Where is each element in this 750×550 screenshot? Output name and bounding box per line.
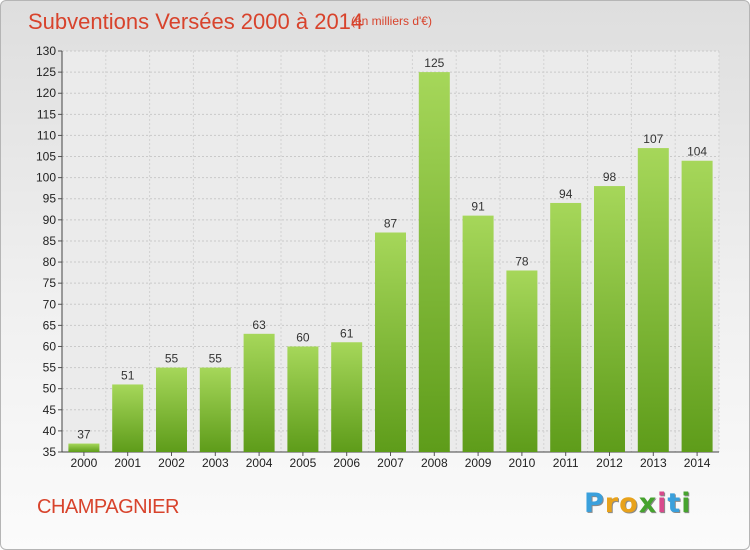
y-tick-label: 70 <box>43 297 57 311</box>
x-tick-label: 2014 <box>684 456 711 470</box>
bar <box>681 160 713 452</box>
y-tick-label: 95 <box>43 192 57 206</box>
x-tick-label: 2004 <box>246 456 273 470</box>
data-label: 87 <box>384 217 398 231</box>
data-label: 94 <box>559 187 573 201</box>
data-label: 55 <box>165 352 179 366</box>
x-tick-label: 2006 <box>333 456 360 470</box>
y-tick-label: 75 <box>43 276 57 290</box>
data-label: 107 <box>643 132 663 146</box>
y-tick-label: 40 <box>43 424 57 438</box>
bar <box>243 333 275 452</box>
x-tick-label: 2002 <box>158 456 185 470</box>
data-label: 61 <box>340 326 354 340</box>
logo-letter: t <box>667 488 682 519</box>
bar <box>594 186 625 453</box>
data-label: 63 <box>252 318 266 332</box>
y-tick-label: 110 <box>37 128 56 142</box>
x-tick-label: 2001 <box>114 456 141 470</box>
bar <box>68 443 100 452</box>
y-tick-label: 125 <box>36 65 56 79</box>
place-name: CHAMPAGNIER <box>37 496 179 518</box>
bar <box>287 346 319 452</box>
bar <box>462 215 494 452</box>
bar <box>506 270 538 452</box>
x-tick-label: 2013 <box>640 456 667 470</box>
y-tick-label: 115 <box>37 107 56 121</box>
y-tick-label: 130 <box>36 44 56 58</box>
logo-letter: o <box>619 488 639 519</box>
y-tick-label: 85 <box>43 234 57 248</box>
y-tick-label: 55 <box>43 361 57 375</box>
bars <box>68 72 713 453</box>
x-tick-label: 2011 <box>553 456 579 470</box>
y-tick-label: 105 <box>36 150 56 164</box>
logo-letter: r <box>604 488 620 519</box>
data-label: 125 <box>424 56 444 70</box>
x-tick-label: 2007 <box>377 456 404 470</box>
bar <box>375 232 406 452</box>
y-tick-label: 65 <box>43 318 57 332</box>
data-label: 91 <box>471 200 485 214</box>
data-label: 78 <box>515 254 529 268</box>
proxiti-logo[interactable]: Proxiti <box>584 488 692 519</box>
data-label: 37 <box>77 428 91 442</box>
x-tick-label: 2009 <box>465 456 492 470</box>
data-label: 51 <box>121 368 135 382</box>
y-tick-label: 90 <box>43 213 57 227</box>
logo-letter: i <box>657 488 668 519</box>
y-tick-label: 80 <box>43 255 57 269</box>
x-tick-label: 2005 <box>290 456 317 470</box>
bar <box>199 367 231 452</box>
bar <box>112 384 144 452</box>
bar <box>550 202 582 452</box>
data-label: 98 <box>603 170 617 184</box>
x-tick-label: 2000 <box>71 456 98 470</box>
y-tick-label: 120 <box>36 86 56 100</box>
data-label: 104 <box>687 145 707 159</box>
logo-letter: P <box>584 488 605 519</box>
y-tick-label: 60 <box>43 339 57 353</box>
y-tick-label: 35 <box>43 445 57 459</box>
bar <box>637 148 669 452</box>
y-tick-label: 100 <box>36 171 56 185</box>
y-tick-label: 50 <box>43 382 57 396</box>
chart-subtitle: (en milliers d'€) <box>351 14 432 28</box>
data-label: 55 <box>209 352 223 366</box>
y-tick-label: 45 <box>43 403 57 417</box>
x-tick-label: 2008 <box>421 456 448 470</box>
x-tick-label: 2010 <box>509 456 536 470</box>
bar <box>418 72 450 453</box>
x-tick-label: 2012 <box>596 456 623 470</box>
axes: 35 40 45 50 55 60 65 70 75 80 85 90 95 100 105 110 115 12… <box>36 44 719 470</box>
data-label: 60 <box>296 330 310 344</box>
logo-letter: x <box>638 488 658 519</box>
logo-letter: i <box>681 488 692 519</box>
chart-title: Subventions Versées 2000 à 2014 <box>28 9 364 34</box>
bar <box>156 367 187 452</box>
bar <box>331 342 363 452</box>
value-labels: 37 51 55 55 63 60 61 87 125 91 78 94 98 107 104 <box>77 56 707 441</box>
x-tick-label: 2003 <box>202 456 229 470</box>
